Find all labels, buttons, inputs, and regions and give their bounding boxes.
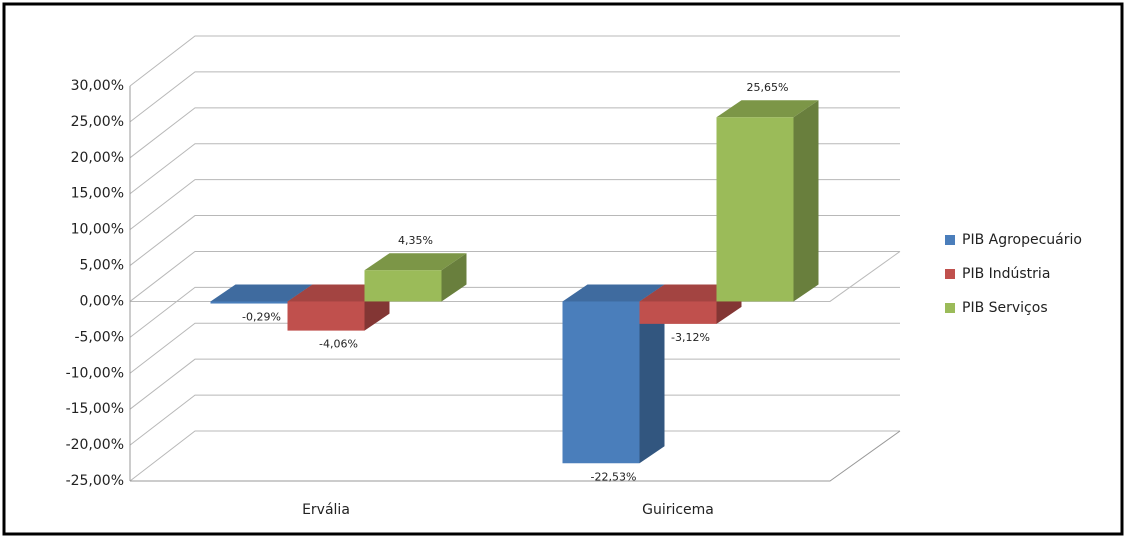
bar-top bbox=[364, 253, 467, 271]
grid-line bbox=[129, 35, 900, 87]
legend-label: PIB Agropecuário bbox=[962, 232, 1082, 248]
y-tick-label: -15,00% bbox=[66, 401, 124, 417]
y-tick-label: 5,00% bbox=[80, 258, 124, 274]
legend-swatch bbox=[945, 269, 955, 279]
y-tick-label: -25,00% bbox=[66, 473, 124, 489]
legend-label: PIB Serviços bbox=[962, 300, 1048, 316]
value-label: -0,29% bbox=[242, 311, 281, 324]
grid-line bbox=[129, 107, 900, 159]
bar-top bbox=[210, 284, 313, 302]
legend-swatch bbox=[945, 235, 955, 245]
bar-side bbox=[793, 100, 819, 302]
grid-line bbox=[129, 215, 900, 266]
y-tick-label: -5,00% bbox=[74, 329, 124, 345]
value-label: -4,06% bbox=[319, 338, 358, 351]
y-tick-label: -20,00% bbox=[66, 437, 124, 453]
y-tick-label: 10,00% bbox=[71, 222, 124, 238]
bar-side bbox=[639, 284, 665, 464]
value-label: -3,12% bbox=[671, 331, 710, 344]
grid-line bbox=[129, 358, 900, 410]
grid-line bbox=[129, 71, 900, 123]
grid-line bbox=[129, 394, 900, 446]
y-tick-label: 30,00% bbox=[71, 78, 124, 94]
bar-top bbox=[639, 284, 742, 302]
value-label: 4,35% bbox=[398, 234, 433, 247]
grid-line bbox=[129, 143, 900, 195]
legend-label: PIB Indústria bbox=[962, 266, 1050, 282]
bar-top bbox=[287, 284, 390, 302]
bar bbox=[364, 270, 442, 302]
floor bbox=[130, 430, 901, 482]
y-tick-label: 25,00% bbox=[71, 114, 124, 130]
x-tick-label: Ervália bbox=[302, 502, 350, 518]
x-tick-label: Guiricema bbox=[642, 502, 714, 518]
y-tick-label: -10,00% bbox=[66, 365, 124, 381]
bar bbox=[287, 301, 365, 331]
grid-line bbox=[129, 430, 900, 482]
y-tick-label: 0,00% bbox=[80, 293, 124, 309]
bar-top bbox=[716, 100, 819, 118]
legend-swatch bbox=[945, 303, 955, 313]
bar bbox=[716, 117, 794, 302]
y-tick-label: 15,00% bbox=[71, 186, 124, 202]
bar-side bbox=[441, 253, 467, 302]
grid-line bbox=[129, 179, 900, 231]
value-label: -22,53% bbox=[591, 470, 637, 483]
grid-line bbox=[129, 250, 900, 302]
bar bbox=[639, 301, 717, 324]
y-tick-label: 20,00% bbox=[71, 150, 124, 166]
bar bbox=[210, 301, 288, 304]
value-label: 25,65% bbox=[747, 81, 789, 94]
bar-top bbox=[562, 284, 665, 302]
bar bbox=[562, 301, 640, 464]
